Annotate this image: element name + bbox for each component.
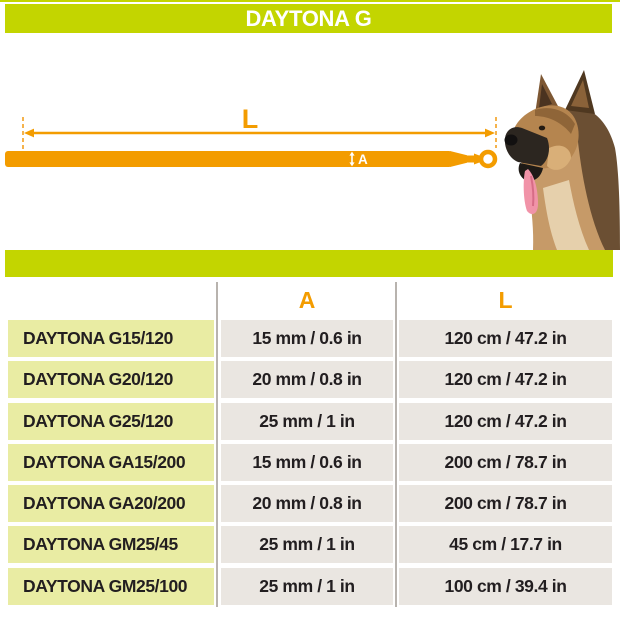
table-row: DAYTONA GA20/200 20 mm / 0.8 in 200 cm /… [8,485,612,523]
width-value: 20 mm / 0.8 in [221,485,393,523]
page-title: DAYTONA G [245,5,372,31]
leash-ring-icon [478,149,498,169]
size-table: DAYTONA G15/120 15 mm / 0.6 in 120 cm / … [8,320,612,605]
length-value: 200 cm / 78.7 in [399,485,612,523]
product-name: DAYTONA GM25/100 [8,567,214,605]
length-value: 120 cm / 47.2 in [399,320,612,357]
width-value: 25 mm / 1 in [221,526,393,564]
table-row: DAYTONA GM25/45 25 mm / 1 in 45 cm / 17.… [8,526,612,564]
product-name: DAYTONA GM25/45 [8,526,214,564]
width-value: 20 mm / 0.8 in [221,361,393,399]
length-value: 120 cm / 47.2 in [399,361,612,399]
title-bar: DAYTONA G [5,4,612,33]
product-name: DAYTONA G25/120 [8,402,214,440]
width-value: 25 mm / 1 in [221,402,393,440]
product-name: DAYTONA G20/120 [8,361,214,399]
table-row: DAYTONA GM25/100 25 mm / 1 in 100 cm / 3… [8,567,612,605]
width-value: 15 mm / 0.6 in [221,320,393,357]
length-value: 100 cm / 39.4 in [399,567,612,605]
table-row: DAYTONA G15/120 15 mm / 0.6 in 120 cm / … [8,320,612,357]
product-name: DAYTONA GA20/200 [8,485,214,523]
column-header-l: L [498,287,513,313]
width-dimension-arrow: A [349,151,368,167]
dimension-diagram: L A [5,70,620,250]
width-value: 25 mm / 1 in [221,567,393,605]
separator-bar [5,250,613,277]
german-shepherd-photo [504,70,620,250]
top-accent-line [0,0,620,2]
table-row: DAYTONA G25/120 25 mm / 1 in 120 cm / 47… [8,402,612,440]
table-row: DAYTONA GA15/200 15 mm / 0.6 in 200 cm /… [8,443,612,481]
length-dimension-arrow: L [22,104,497,152]
length-value: 45 cm / 17.7 in [399,526,612,564]
table-divider-line-2 [395,282,397,607]
width-label: A [358,152,368,167]
width-value: 15 mm / 0.6 in [221,443,393,481]
product-name: DAYTONA G15/120 [8,320,214,357]
length-value: 120 cm / 47.2 in [399,402,612,440]
table-row: DAYTONA G20/120 20 mm / 0.8 in 120 cm / … [8,361,612,399]
column-header-a: A [298,287,316,313]
length-value: 200 cm / 78.7 in [399,443,612,481]
product-name: DAYTONA GA15/200 [8,443,214,481]
table-divider-line-1 [216,282,218,607]
leash-strap-graphic [5,149,498,169]
length-label: L [242,104,259,134]
